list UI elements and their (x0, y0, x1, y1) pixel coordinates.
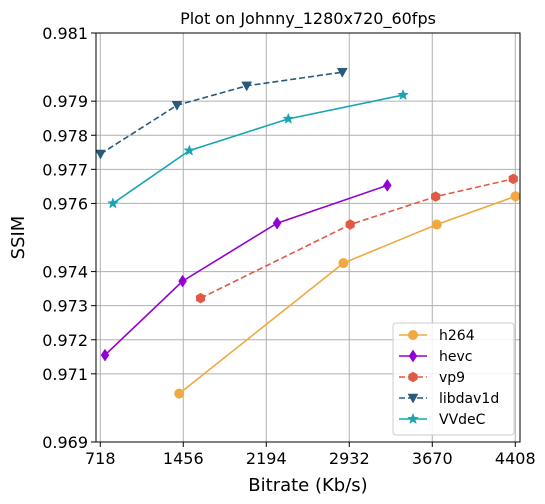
y-tick-label: 0.972 (42, 331, 88, 350)
legend-label: vp9 (439, 370, 465, 386)
y-tick-label: 0.978 (42, 126, 88, 145)
y-tick-label: 0.974 (42, 263, 88, 282)
series-line-vp9 (200, 178, 514, 299)
data-point (183, 144, 196, 156)
legend-label: libdav1d (439, 391, 499, 407)
y-axis-title: SSIM (8, 216, 29, 260)
legend-label: hevc (439, 349, 472, 365)
data-point (241, 81, 253, 92)
x-tick-label: 1456 (163, 449, 204, 468)
legend-marker (407, 412, 419, 425)
data-point (106, 197, 119, 209)
data-point (508, 173, 518, 185)
legend-label: h264 (439, 328, 475, 344)
legend-item-h264: h264 (399, 328, 475, 344)
x-tick-label: 2932 (329, 449, 370, 468)
x-tick-label: 718 (85, 449, 116, 468)
data-point (178, 274, 187, 288)
data-point (338, 258, 349, 269)
y-tick-label: 0.973 (42, 297, 88, 316)
data-point (171, 101, 183, 111)
data-point (510, 191, 521, 202)
data-point (95, 149, 106, 160)
x-tick-label: 4408 (495, 449, 536, 468)
legend-item-hevc: hevc (399, 349, 472, 365)
data-point (196, 292, 206, 304)
x-axis-title: Bitrate (Kb/s) (248, 475, 367, 496)
data-point (174, 388, 185, 399)
x-tick-label: 2194 (246, 449, 287, 468)
data-point (282, 112, 295, 124)
series-line-vvdec (112, 94, 404, 205)
series-layer (95, 67, 521, 399)
series-libdav1d (95, 67, 348, 160)
grid (96, 32, 520, 443)
legend-marker (407, 393, 419, 404)
legend-box (392, 322, 515, 436)
data-point (431, 191, 441, 202)
y-tick-label: 0.976 (42, 194, 88, 213)
legend: h264 hevc vp9 libdav1d VVdeC (392, 322, 515, 436)
y-tick-label: 0.971 (42, 365, 88, 384)
ticks: 718 1456 2194 2932 3670 4408 0.969 0.971 0.972 0.… (42, 24, 535, 468)
chart-title: Plot on Johnny_1280x720_60fps (180, 9, 436, 29)
y-tick-label: 0.977 (42, 160, 88, 179)
data-point (397, 88, 409, 101)
series-line-hevc (104, 184, 388, 356)
series-vvdec (106, 88, 409, 209)
data-point (272, 216, 282, 230)
legend-item-vvdec: VVdeC (399, 412, 486, 428)
data-point (336, 67, 348, 78)
series-h264 (174, 191, 521, 399)
series-vp9 (196, 173, 518, 304)
data-point (100, 348, 110, 362)
data-point (345, 219, 355, 230)
series-line-h264 (178, 195, 516, 395)
series-line-libdav1d (100, 71, 343, 155)
y-tick-label: 0.969 (42, 433, 88, 452)
legend-item-libdav1d: libdav1d (399, 391, 499, 407)
y-tick-label: 0.981 (42, 24, 88, 43)
x-tick-label: 3670 (412, 449, 453, 468)
data-point (382, 178, 392, 192)
legend-marker (408, 330, 418, 340)
plot-frame (95, 32, 521, 443)
legend-marker (408, 371, 418, 383)
series-hevc (100, 178, 392, 362)
data-point (431, 219, 442, 230)
legend-item-vp9: vp9 (399, 370, 465, 386)
y-tick-label: 0.979 (42, 92, 88, 111)
legend-label: VVdeC (439, 412, 486, 428)
legend-marker (408, 349, 418, 363)
